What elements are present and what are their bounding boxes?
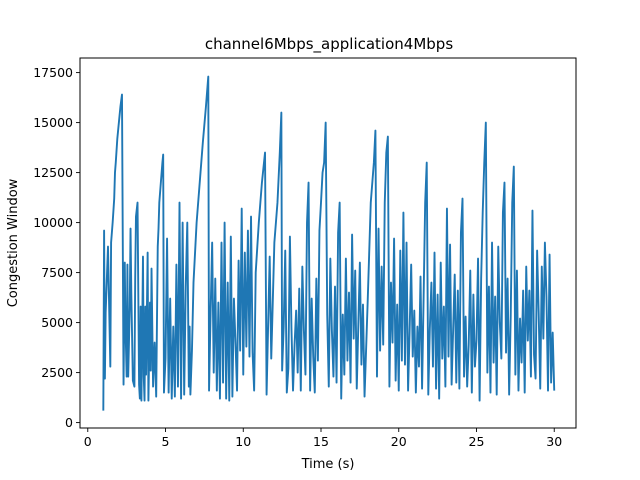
- y-axis: 0 2500 5000 7500 10000 12500 15000 17500: [33, 65, 80, 430]
- x-tick-label: 5: [162, 434, 170, 449]
- x-tick-label: 15: [313, 434, 329, 449]
- y-tick-label: 5000: [41, 315, 73, 330]
- y-tick-label: 2500: [41, 365, 73, 380]
- x-tick-label: 10: [235, 434, 251, 449]
- plot-frame: [79, 57, 577, 429]
- x-tick-label: 20: [391, 434, 407, 449]
- chart-title: channel6Mbps_application4Mbps: [205, 35, 453, 54]
- x-axis-title: Time (s): [301, 457, 355, 472]
- x-tick-label: 0: [84, 434, 92, 449]
- y-tick-label: 10000: [33, 215, 73, 230]
- y-tick-label: 12500: [33, 165, 73, 180]
- y-tick-label: 15000: [33, 115, 73, 130]
- x-axis: 0 5 10 15 20 25 30: [84, 428, 562, 449]
- x-tick-label: 25: [469, 434, 485, 449]
- y-tick-label: 0: [65, 415, 73, 430]
- plot-area: [102, 75, 556, 411]
- y-tick-label: 7500: [41, 265, 73, 280]
- series-line: [102, 75, 556, 411]
- y-axis-title: Congestion Window: [6, 178, 21, 307]
- y-tick-label: 17500: [33, 65, 73, 80]
- x-tick-label: 30: [546, 434, 562, 449]
